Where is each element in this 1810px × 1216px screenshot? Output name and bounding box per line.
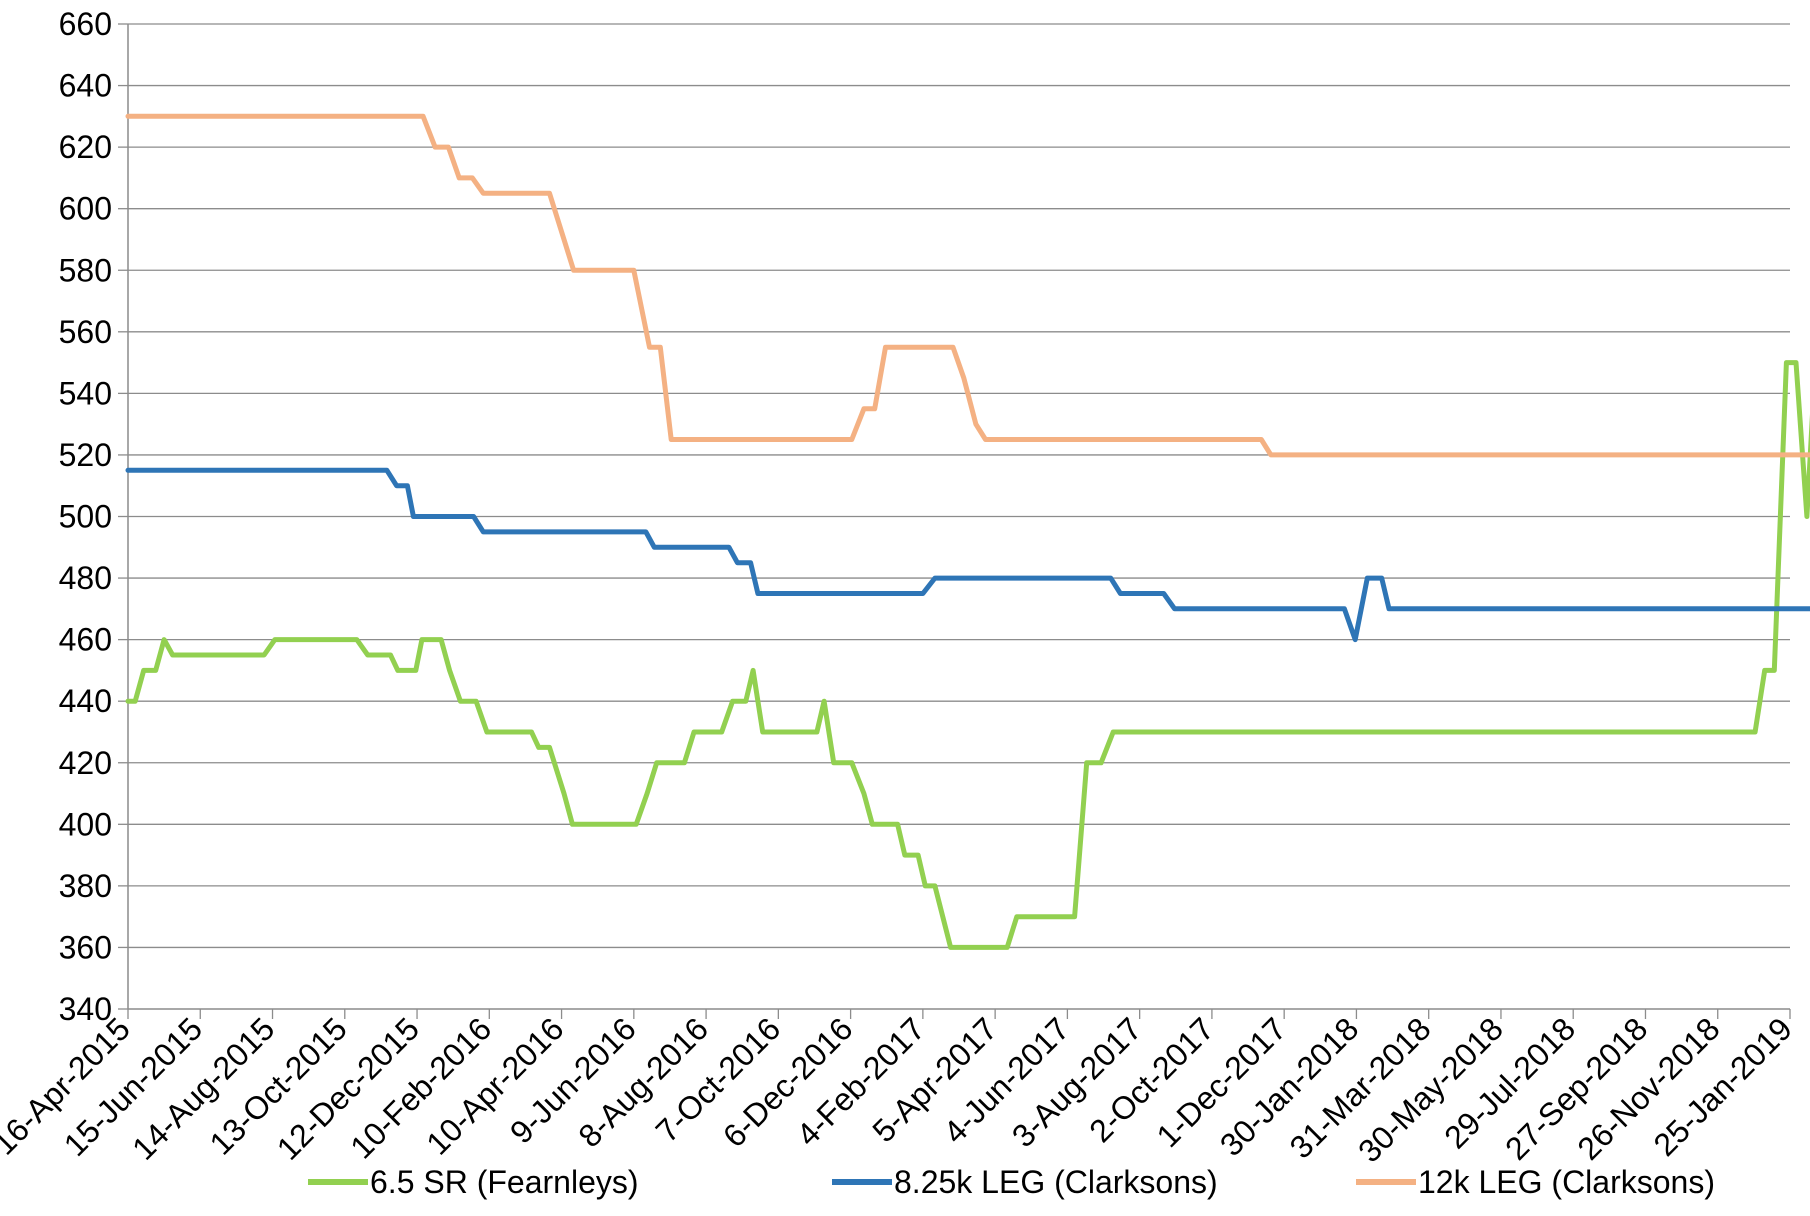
y-tick-label: 580	[59, 252, 112, 288]
y-tick-label: 500	[59, 499, 112, 535]
series-line	[125, 360, 1810, 950]
series-line	[125, 113, 1810, 458]
y-tick-label: 340	[59, 991, 112, 1027]
y-tick-label: 480	[59, 560, 112, 596]
y-tick-label: 460	[59, 622, 112, 658]
y-tick-label: 660	[59, 6, 112, 42]
legend-label: 8.25k LEG (Clarksons)	[894, 1164, 1218, 1200]
y-tick-label: 520	[59, 437, 112, 473]
legend: 6.5 SR (Fearnleys) 8.25k LEG (Clarksons) 1…	[308, 1164, 1715, 1200]
y-tick-label: 380	[59, 868, 112, 904]
y-tick-label: 640	[59, 68, 112, 104]
y-tick-label: 600	[59, 191, 112, 227]
y-tick-label: 560	[59, 314, 112, 350]
y-tick-label: 620	[59, 129, 112, 165]
y-tick-label: 400	[59, 806, 112, 842]
series-lines	[125, 113, 1810, 950]
y-tick-label: 440	[59, 683, 112, 719]
series-line	[125, 467, 1810, 643]
legend-label: 6.5 SR (Fearnleys)	[370, 1164, 639, 1200]
y-tick-label: 540	[59, 375, 112, 411]
y-tick-label: 360	[59, 929, 112, 965]
gridlines	[128, 23, 1790, 949]
legend-label: 12k LEG (Clarksons)	[1418, 1164, 1715, 1200]
y-tick-label: 420	[59, 745, 112, 781]
axes: 340 360 380 400 420 440 460 480 500 520 540 560 580 6…	[0, 6, 1799, 1169]
